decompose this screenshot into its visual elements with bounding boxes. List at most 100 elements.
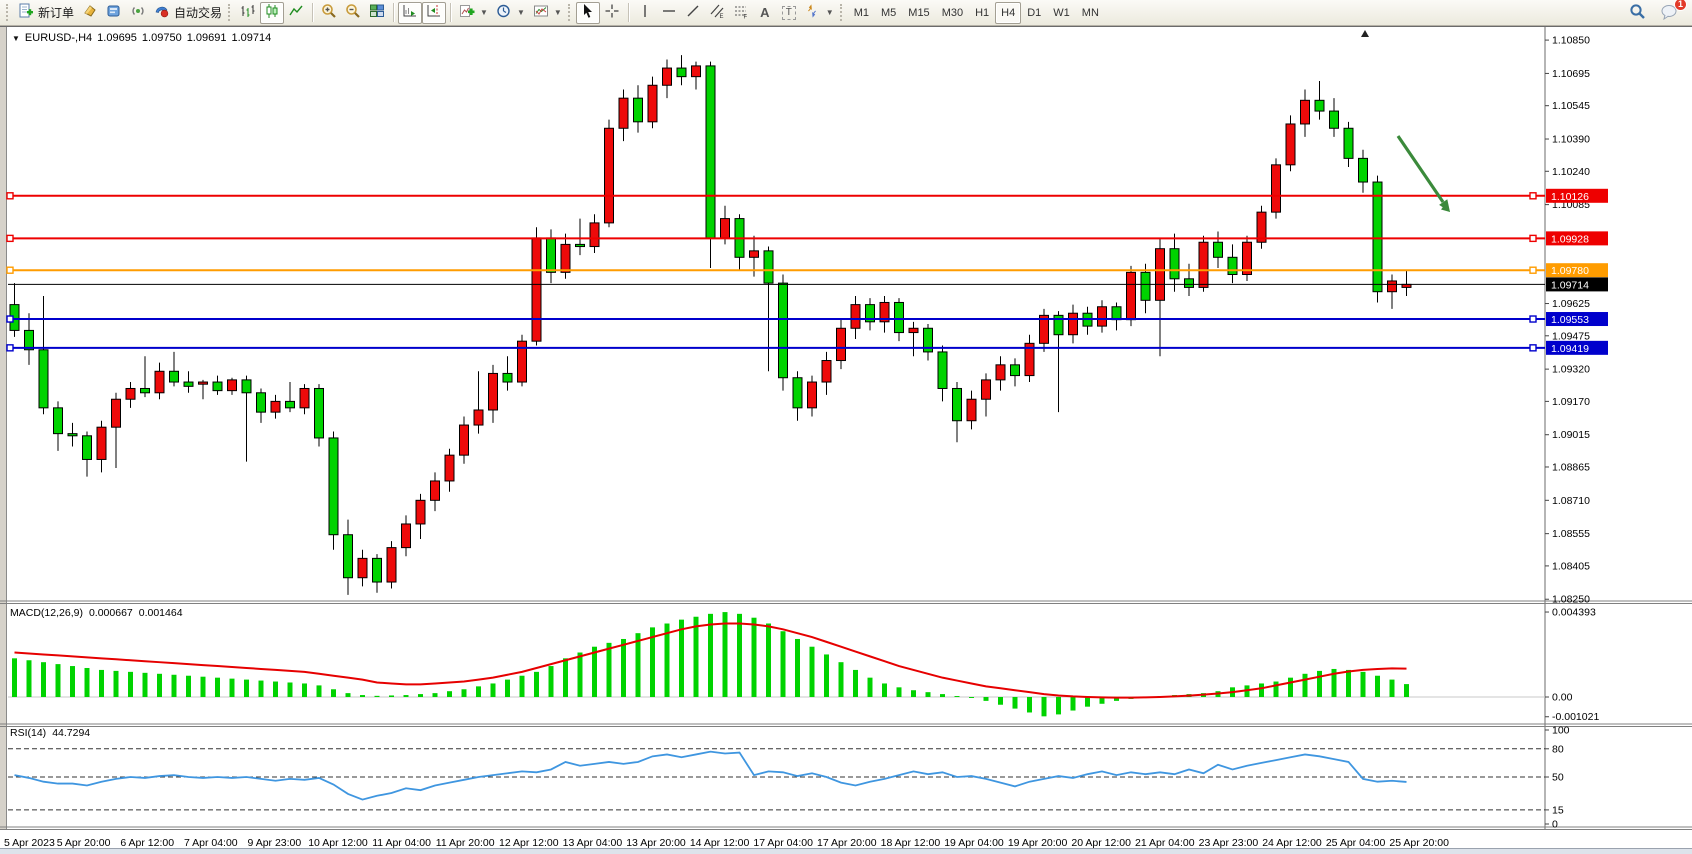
notifications-button[interactable]: 1 bbox=[1656, 0, 1687, 24]
line-handle[interactable] bbox=[6, 192, 14, 200]
timeframe-m15-button[interactable]: M15 bbox=[902, 2, 935, 24]
toolbar-grip[interactable] bbox=[228, 4, 232, 21]
trendline-button[interactable] bbox=[681, 2, 705, 24]
timeframe-m5-button[interactable]: M5 bbox=[875, 2, 902, 24]
horizontal-line-button[interactable] bbox=[657, 2, 681, 24]
svg-text:23 Apr 23:00: 23 Apr 23:00 bbox=[1199, 837, 1259, 848]
cursor-button[interactable] bbox=[575, 1, 600, 24]
text-tool-button[interactable]: A bbox=[753, 2, 777, 24]
svg-text:1.10240: 1.10240 bbox=[1552, 166, 1590, 178]
indicators-dropdown-button[interactable]: ▼ bbox=[455, 2, 492, 24]
timeframe-mn-button[interactable]: MN bbox=[1076, 2, 1105, 24]
timeframe-m1-button[interactable]: M1 bbox=[848, 2, 875, 24]
time-marker bbox=[1361, 30, 1369, 37]
bar-chart-icon bbox=[240, 3, 256, 22]
svg-text:17 Apr 20:00: 17 Apr 20:00 bbox=[817, 837, 877, 848]
svg-text:1.09015: 1.09015 bbox=[1552, 429, 1590, 441]
data-window-button[interactable] bbox=[102, 2, 126, 24]
timeframe-h4-button[interactable]: H4 bbox=[995, 1, 1022, 24]
clock-icon bbox=[496, 3, 512, 22]
svg-text:E: E bbox=[719, 14, 723, 19]
vertical-line-button[interactable] bbox=[633, 2, 657, 24]
text-label-button[interactable]: T bbox=[777, 2, 801, 24]
fibonacci-icon: F bbox=[733, 3, 749, 22]
toolbar-grip[interactable] bbox=[6, 4, 10, 21]
chart-shift-button[interactable] bbox=[422, 1, 447, 24]
zoom-out-icon bbox=[345, 3, 361, 22]
trend-arrow-annotation[interactable] bbox=[1396, 135, 1450, 212]
svg-text:0.00: 0.00 bbox=[1552, 692, 1573, 704]
panel-splitter-macd-rsi[interactable] bbox=[0, 722, 1692, 727]
svg-text:5 Apr 2023: 5 Apr 2023 bbox=[4, 837, 55, 848]
horizontal-lines[interactable] bbox=[6, 192, 1545, 352]
arrows-dropdown-button[interactable]: ▼ bbox=[801, 2, 838, 24]
timeframe-w1-button[interactable]: W1 bbox=[1047, 2, 1076, 24]
line-handle[interactable] bbox=[1529, 315, 1537, 323]
macd-panel[interactable] bbox=[8, 612, 1545, 717]
rsi-line bbox=[14, 750, 1407, 801]
text-tool-icon: A bbox=[760, 5, 770, 20]
timeframe-m30-button[interactable]: M30 bbox=[936, 2, 969, 24]
rsi-value: 44.7294 bbox=[52, 727, 91, 739]
autotrading-button[interactable]: 自动交易 bbox=[150, 2, 226, 24]
market-watch-button[interactable] bbox=[78, 2, 102, 24]
line-chart-button[interactable] bbox=[284, 2, 308, 24]
macd-main-value: 0.000667 bbox=[88, 607, 133, 619]
autoscroll-button[interactable] bbox=[398, 1, 423, 24]
line-handle[interactable] bbox=[6, 344, 14, 352]
line-handle[interactable] bbox=[6, 315, 14, 323]
equidistant-channel-button[interactable]: E bbox=[705, 2, 729, 24]
svg-text:19 Apr 20:00: 19 Apr 20:00 bbox=[1008, 837, 1068, 848]
svg-text:1.09714: 1.09714 bbox=[1551, 279, 1589, 291]
chart-window[interactable]: 1.10850 1.10695 1.10545 1.10390 1.10240 1.100… bbox=[0, 26, 1692, 848]
svg-text:15: 15 bbox=[1552, 804, 1564, 816]
timeframe-d1-button[interactable]: D1 bbox=[1021, 2, 1047, 24]
line-handle[interactable] bbox=[1529, 192, 1537, 200]
panel-splitter-main-macd[interactable] bbox=[0, 599, 1692, 604]
line-handle[interactable] bbox=[1529, 266, 1537, 274]
zoom-out-button[interactable] bbox=[341, 2, 365, 24]
toolbar-separator bbox=[450, 3, 452, 22]
svg-text:100: 100 bbox=[1552, 725, 1570, 737]
periods-dropdown-button[interactable]: ▼ bbox=[492, 2, 529, 24]
bar-chart-button[interactable] bbox=[236, 2, 260, 24]
chart-open-value: 1.09695 bbox=[97, 32, 137, 44]
svg-text:11 Apr 20:00: 11 Apr 20:00 bbox=[436, 837, 495, 848]
svg-text:7 Apr 04:00: 7 Apr 04:00 bbox=[184, 837, 238, 848]
svg-text:1.10390: 1.10390 bbox=[1552, 134, 1590, 146]
tile-windows-button[interactable] bbox=[365, 2, 389, 24]
svg-text:1.09170: 1.09170 bbox=[1552, 396, 1590, 408]
line-handle[interactable] bbox=[1529, 234, 1537, 243]
line-handle[interactable] bbox=[1529, 344, 1537, 352]
crosshair-button[interactable] bbox=[600, 2, 624, 24]
svg-text:21 Apr 04:00: 21 Apr 04:00 bbox=[1135, 837, 1195, 848]
search-button[interactable] bbox=[1625, 2, 1650, 24]
toolbar-grip[interactable] bbox=[839, 4, 844, 21]
chart-canvas[interactable]: 1.108501.106951.105451.103901.102401.100… bbox=[0, 26, 1692, 848]
svg-text:12 Apr 12:00: 12 Apr 12:00 bbox=[499, 837, 559, 848]
alerts-button[interactable] bbox=[126, 2, 150, 24]
line-handle[interactable] bbox=[6, 266, 14, 274]
search-icon bbox=[1629, 3, 1646, 23]
templates-dropdown-button[interactable]: ▼ bbox=[529, 2, 566, 24]
window-menu-icon[interactable]: ▼ bbox=[12, 33, 20, 43]
chevron-down-icon: ▼ bbox=[553, 8, 562, 17]
svg-text:5 Apr 20:00: 5 Apr 20:00 bbox=[57, 837, 111, 848]
rsi-panel[interactable] bbox=[8, 748, 1545, 811]
fibonacci-button[interactable]: F bbox=[729, 2, 753, 24]
notification-badge: 1 bbox=[1674, 0, 1687, 11]
timeframe-h1-button[interactable]: H1 bbox=[969, 2, 995, 24]
chat-bubble-icon bbox=[1660, 3, 1678, 23]
chart-title: ▼ EURUSD-,H4 1.09695 1.09750 1.09691 1.0… bbox=[12, 32, 271, 44]
macd-signal-value: 0.001464 bbox=[138, 607, 183, 619]
zoom-in-button[interactable] bbox=[317, 2, 341, 24]
toolbar-grip[interactable] bbox=[567, 4, 572, 21]
new-order-button[interactable]: 新订单 bbox=[14, 2, 78, 24]
svg-text:1.10695: 1.10695 bbox=[1552, 68, 1590, 80]
price-axis[interactable] bbox=[1545, 26, 1692, 826]
time-axis[interactable] bbox=[0, 829, 1545, 848]
price-badges: 1.10126 1.09928 1.09780 1.09714 1.09553 1.094… bbox=[1546, 188, 1608, 355]
candlesticks[interactable] bbox=[9, 55, 1412, 595]
line-handle[interactable] bbox=[6, 234, 14, 243]
candlestick-chart-button[interactable] bbox=[260, 1, 285, 24]
